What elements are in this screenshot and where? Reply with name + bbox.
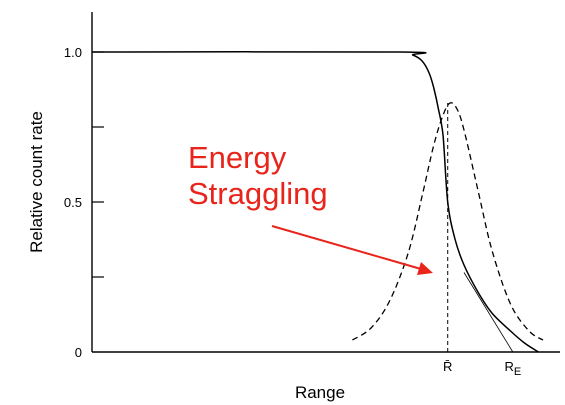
extrapolation-line — [463, 272, 514, 353]
y-axis-title: Relative count rate — [27, 111, 46, 253]
y-tick-label-2: 0.5 — [64, 195, 82, 210]
x-axis-title: Range — [295, 383, 345, 402]
annotation-line-1: Energy — [188, 140, 287, 175]
energy-straggling-annotation: Energy Straggling — [188, 140, 433, 275]
y-tick-group: 0 0.5 1.0 — [64, 45, 104, 360]
dashed-distribution-curve — [352, 102, 544, 341]
annotation-arrow-head — [417, 262, 433, 275]
annotation-arrow-line — [271, 225, 422, 270]
annotation-line-2: Straggling — [188, 176, 328, 211]
series-group — [91, 51, 544, 353]
range-markers: R̄ RE — [443, 103, 521, 378]
extrapolated-range-label: RE — [504, 359, 521, 378]
solid-transmission-curve — [91, 51, 539, 353]
mean-range-label: R̄ — [443, 359, 452, 374]
y-tick-label-0: 0 — [75, 345, 82, 360]
y-tick-label-4: 1.0 — [64, 45, 82, 60]
